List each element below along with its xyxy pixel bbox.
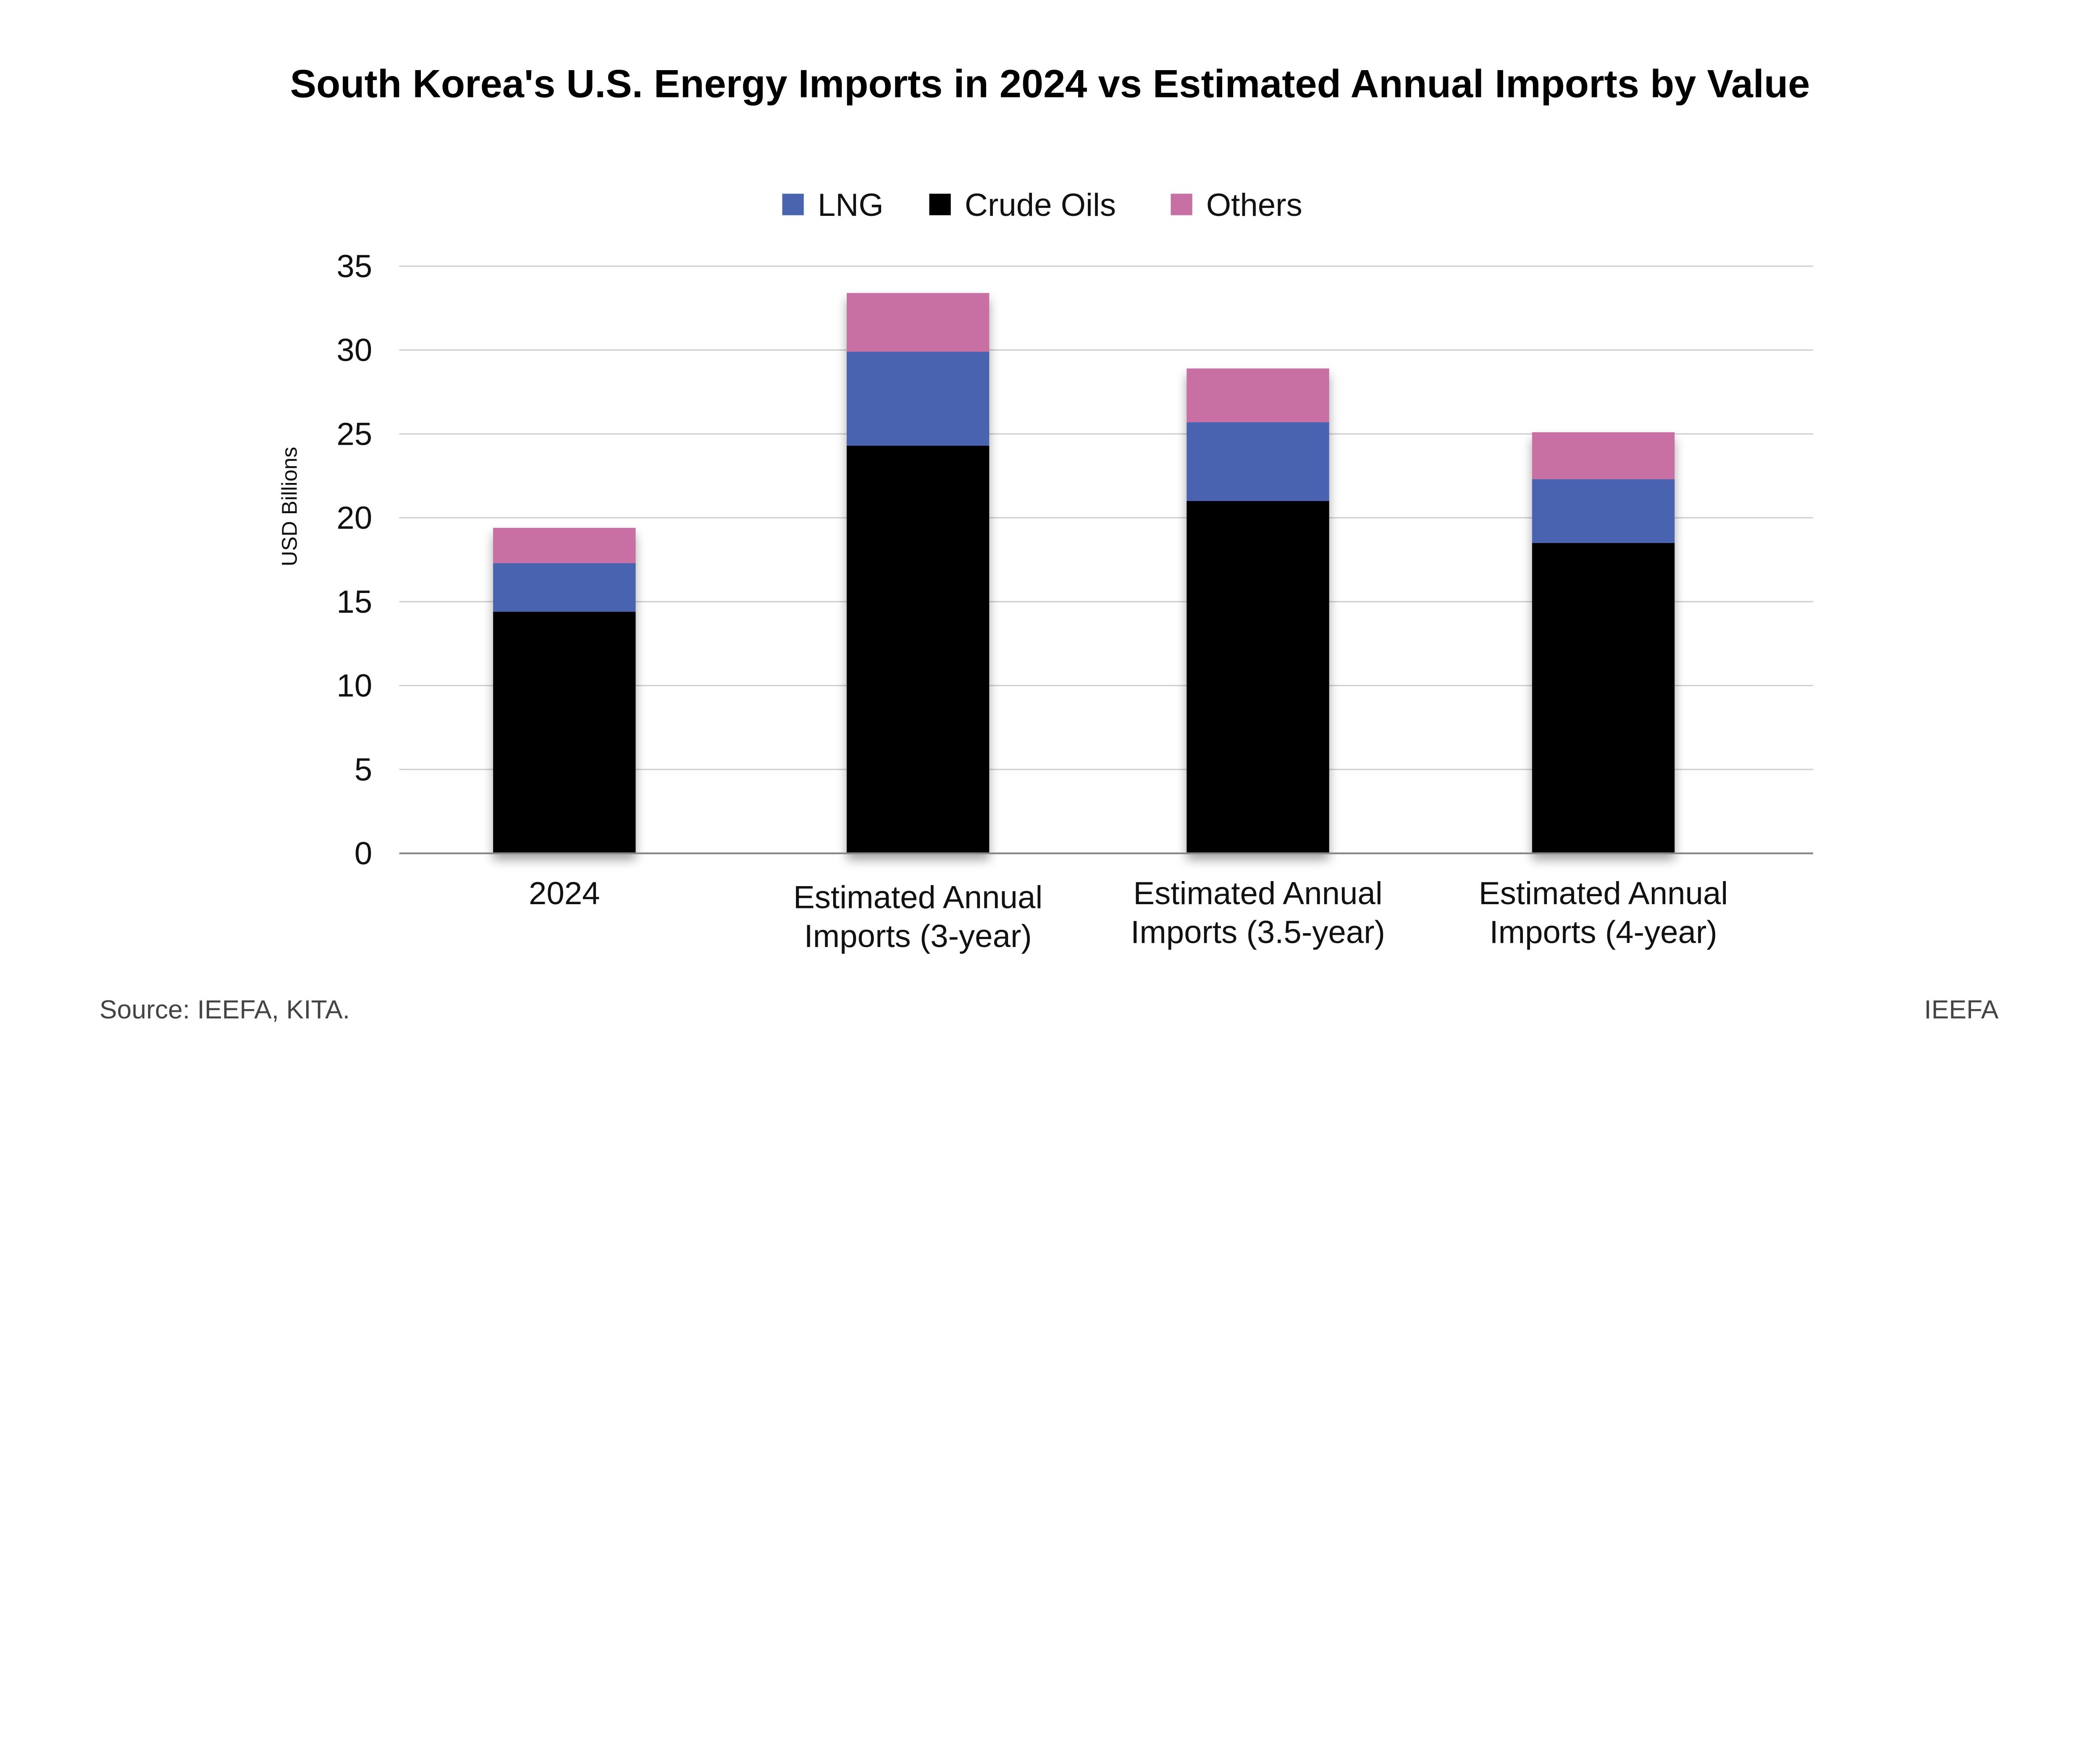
y-tick-label: 0 (354, 836, 372, 871)
x-axis-categories: 2024 Estimated Annual Imports (3-year) Esti… (529, 876, 1728, 954)
legend-swatch (782, 194, 804, 215)
legend-label: LNG (818, 187, 884, 223)
legend-item: Crude Oils (929, 187, 1116, 223)
legend-item: LNG (782, 187, 884, 223)
bar-segment-others (1186, 368, 1329, 422)
bar-stack (493, 527, 636, 853)
legend: LNG Crude Oils Others (782, 187, 1302, 223)
y-tick-label: 5 (354, 752, 372, 787)
bar-stack (846, 293, 990, 853)
x-tick-label: 2024 (529, 876, 600, 911)
legend-swatch (929, 194, 951, 215)
bars (493, 293, 1675, 853)
stacked-bar-chart: South Korea's U.S. Energy Imports in 202… (100, 61, 1999, 1024)
bar-segment-others (1532, 432, 1675, 480)
bar-segment-crude-oils (493, 611, 636, 853)
y-tick-label: 10 (336, 668, 372, 704)
source-note: Source: IEEFA, KITA. (100, 995, 350, 1024)
x-tick-label: Estimated Annual Imports (3-year) (793, 880, 1042, 955)
brand-label: IEEFA (1924, 995, 1998, 1024)
y-tick-label: 15 (336, 584, 372, 620)
bar-stack (1186, 368, 1329, 853)
bar-segment-crude-oils (846, 446, 990, 853)
bar-segment-crude-oils (1186, 501, 1329, 853)
y-tick-label: 30 (336, 333, 372, 368)
y-tick-label: 20 (336, 500, 372, 536)
x-tick-label: Estimated Annual Imports (4-year) (1479, 876, 1728, 950)
y-axis-label: USD Billions (277, 447, 301, 567)
y-tick-label: 35 (336, 249, 372, 284)
legend-label: Others (1206, 187, 1302, 223)
chart-title: South Korea's U.S. Energy Imports in 202… (290, 61, 1810, 105)
legend-label: Crude Oils (965, 187, 1116, 223)
bar-segment-lng (846, 352, 990, 446)
bar-segment-lng (1532, 479, 1675, 543)
legend-item: Others (1171, 187, 1302, 223)
bar-segment-lng (493, 563, 636, 612)
legend-swatch (1171, 194, 1192, 215)
bar-segment-others (846, 293, 990, 352)
bar-segment-crude-oils (1532, 543, 1675, 853)
x-tick-label: Estimated Annual Imports (3.5-year) (1131, 876, 1385, 950)
y-tick-label: 25 (336, 416, 372, 452)
y-axis-ticks: 0 5 10 15 20 25 30 35 (336, 249, 372, 871)
bar-segment-others (493, 527, 636, 563)
bar-segment-lng (1186, 422, 1329, 501)
bar-stack (1532, 432, 1675, 853)
